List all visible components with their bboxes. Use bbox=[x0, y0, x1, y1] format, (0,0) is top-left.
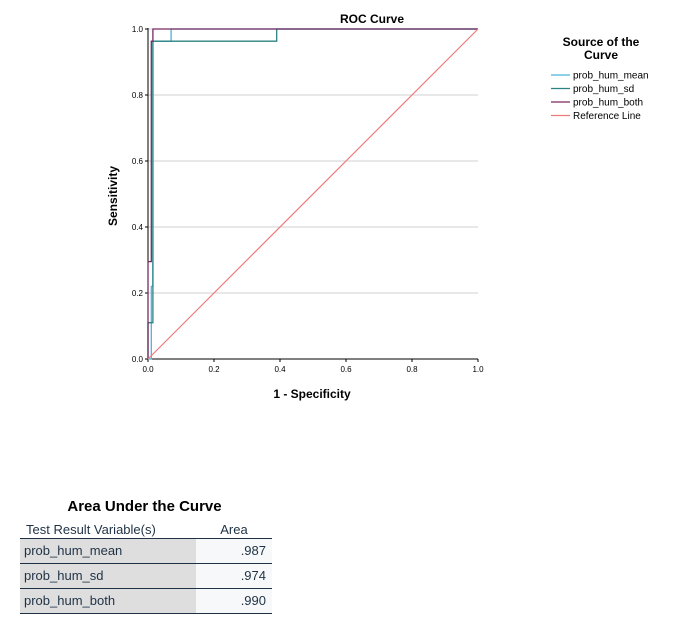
series-line-prob-hum-both bbox=[147, 28, 478, 359]
y-tick-label: 0.2 bbox=[132, 289, 144, 298]
row-variable: prob_hum_mean bbox=[20, 539, 196, 563]
row-variable: prob_hum_both bbox=[20, 589, 196, 613]
y-tick-label: 0.0 bbox=[132, 355, 144, 364]
x-axis-label: 1 - Specificity bbox=[273, 387, 351, 401]
legend-title-line1: Source of the bbox=[563, 35, 640, 49]
row-variable: prob_hum_sd bbox=[20, 564, 196, 588]
table-row: prob_hum_sd .974 bbox=[20, 564, 272, 589]
x-tick-label: 0.2 bbox=[208, 365, 220, 374]
legend: Source of the Curve prob_hum_mean prob_hu… bbox=[551, 35, 649, 122]
legend-entry: prob_hum_both bbox=[573, 98, 643, 109]
table-row: prob_hum_mean .987 bbox=[20, 539, 272, 564]
x-tick-label: 0.4 bbox=[274, 365, 286, 374]
row-area: .990 bbox=[196, 589, 272, 613]
y-tick-label: 1.0 bbox=[132, 25, 144, 34]
y-tick-label: 0.4 bbox=[132, 223, 144, 232]
series-lines bbox=[147, 28, 479, 360]
y-tick-label: 0.6 bbox=[132, 157, 144, 166]
legend-entry: prob_hum_mean bbox=[573, 71, 649, 82]
y-axis-label: Sensitivity bbox=[106, 166, 120, 226]
legend-title-line2: Curve bbox=[584, 48, 618, 62]
x-tick-labels: 0.0 0.2 0.4 0.6 0.8 1.0 bbox=[142, 365, 484, 374]
row-area: .974 bbox=[196, 564, 272, 588]
table-row: prob_hum_both .990 bbox=[20, 589, 272, 614]
legend-entry: Reference Line bbox=[573, 111, 641, 122]
x-tick-label: 0.6 bbox=[340, 365, 352, 374]
header-test-result-variable: Test Result Variable(s) bbox=[26, 522, 156, 537]
x-tick-label: 0.8 bbox=[406, 365, 418, 374]
legend-entry: prob_hum_sd bbox=[573, 84, 634, 95]
chart-title: ROC Curve bbox=[340, 12, 404, 26]
header-area: Area bbox=[220, 522, 248, 537]
auc-table-header: Test Result Variable(s) Area bbox=[20, 522, 272, 539]
auc-table: Area Under the Curve Test Result Variabl… bbox=[20, 498, 272, 614]
x-tick-label: 0.0 bbox=[142, 365, 154, 374]
gridlines bbox=[148, 28, 478, 294]
roc-chart: ROC Curve 0.0 0.2 0.4 0.6 0.8 1.0 0.00.20.40.… bbox=[106, 12, 649, 401]
auc-table-title: Area Under the Curve bbox=[67, 498, 222, 515]
row-area: .987 bbox=[196, 539, 272, 563]
y-tick-labels: 0.0 0.2 0.4 0.6 0.8 1.0 bbox=[132, 25, 144, 364]
series-line-reference-line bbox=[147, 28, 479, 360]
x-tick-label: 1.0 bbox=[472, 365, 484, 374]
y-tick-label: 0.8 bbox=[132, 91, 144, 100]
